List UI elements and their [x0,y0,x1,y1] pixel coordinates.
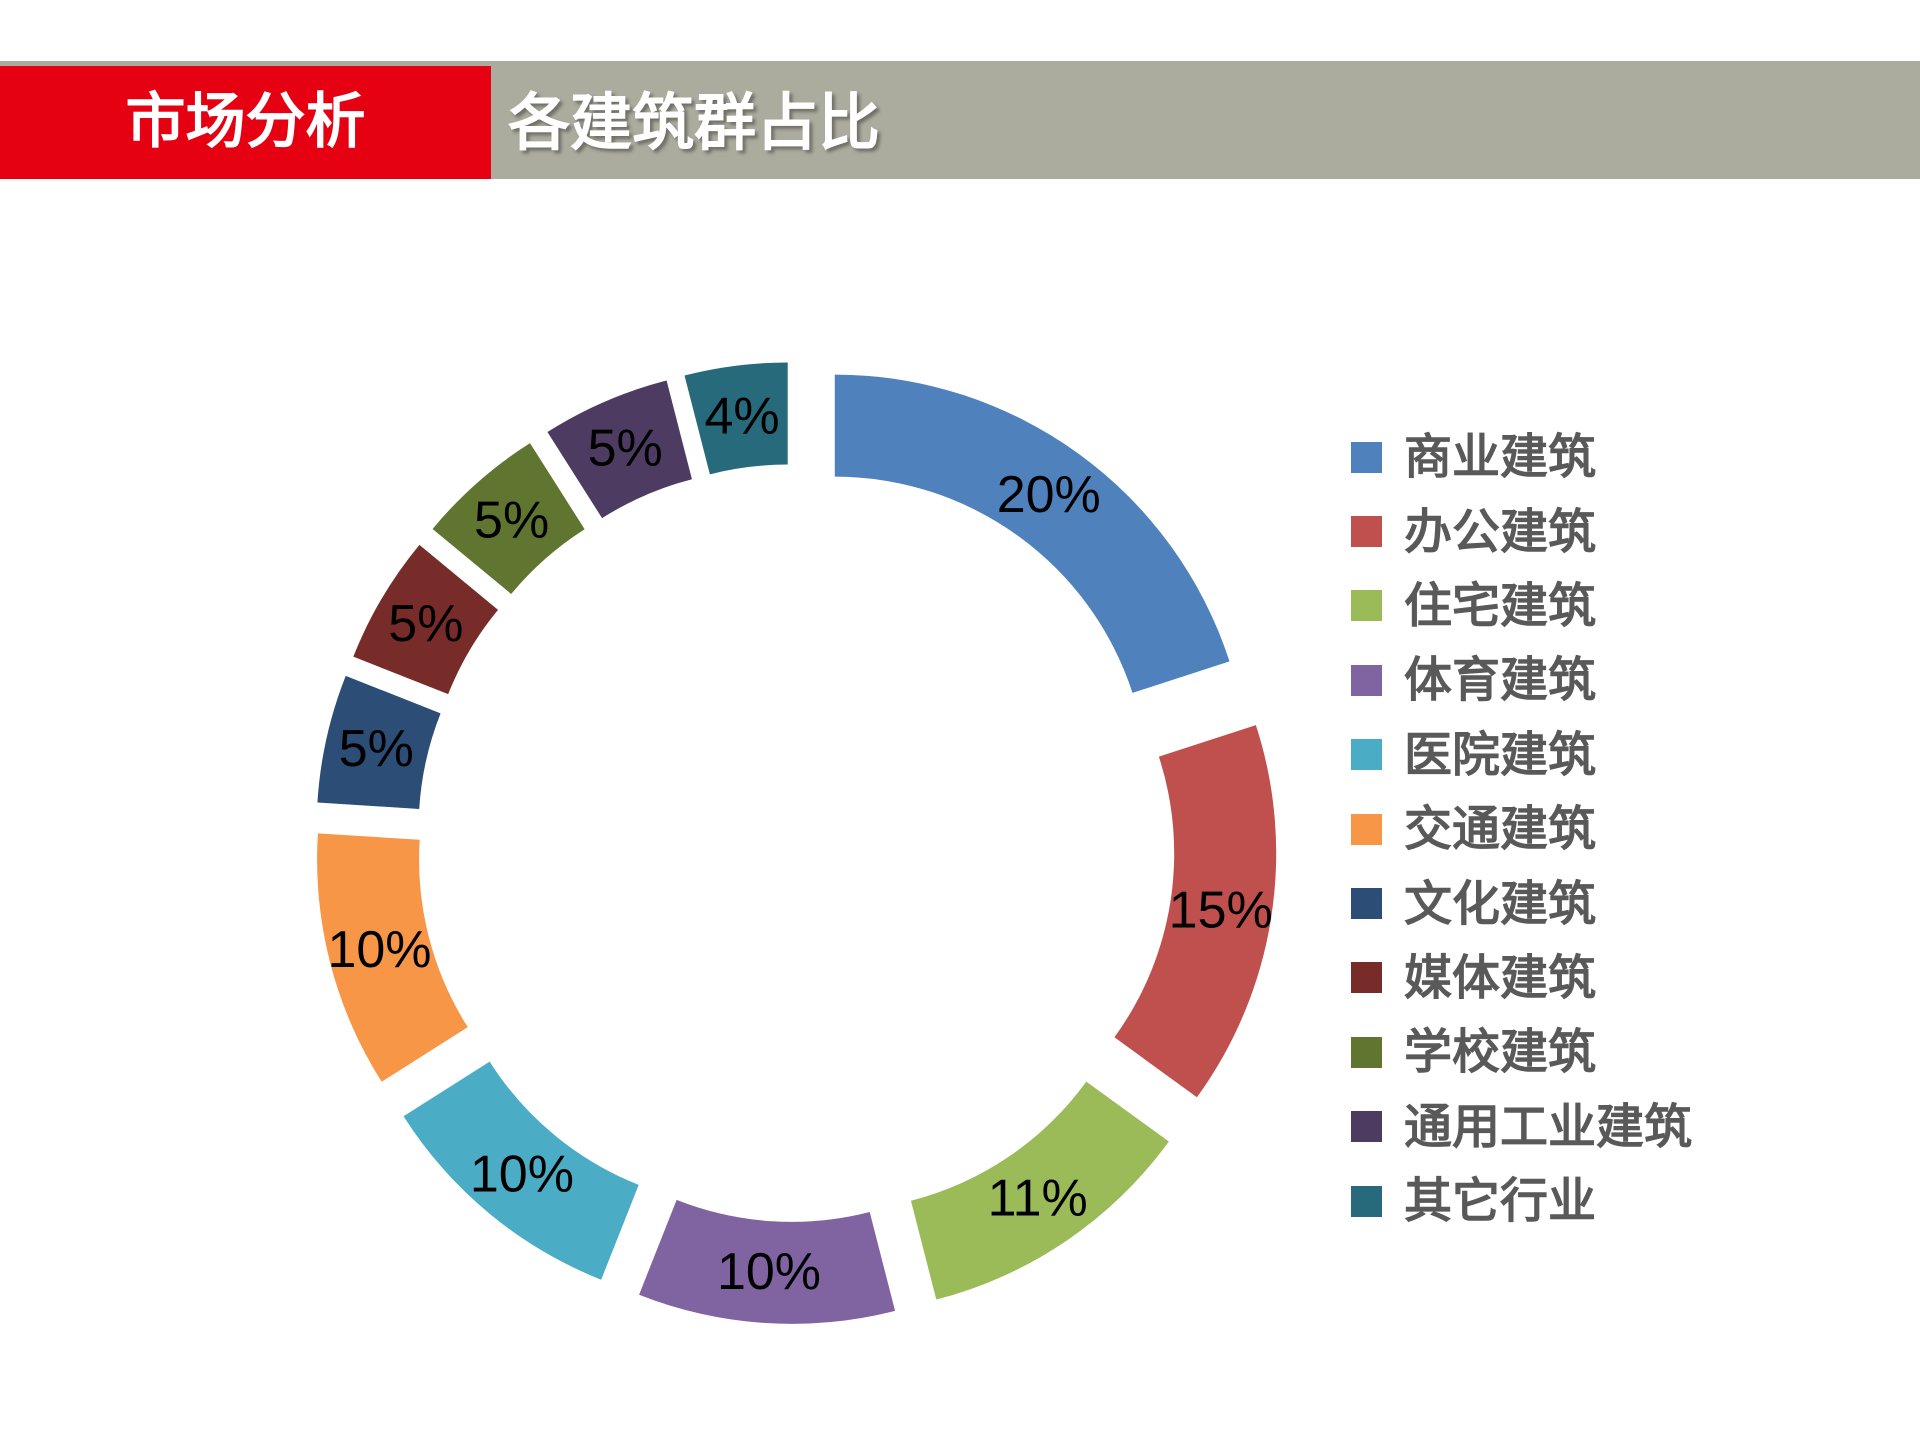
legend-label: 学校建筑 [1404,1024,1597,1081]
data-label: 11% [988,1170,1088,1228]
legend-item: 其它行业 [1351,1164,1692,1238]
slice-9 [432,443,585,594]
data-label: 5% [474,491,549,549]
legend-item: 学校建筑 [1351,1015,1692,1089]
legend-label: 文化建筑 [1404,875,1597,932]
page-title: 各建筑群占比 [508,86,881,159]
slice-11 [684,362,788,475]
legend-label: 医院建筑 [1404,726,1597,783]
data-label: 15% [1169,881,1273,939]
legend-swatch-icon [1351,590,1382,622]
legend-swatch-icon [1351,888,1382,920]
legend-item: 交通建筑 [1351,792,1692,866]
legend-label: 交通建筑 [1404,801,1597,858]
data-label: 10% [470,1145,574,1203]
slice-3 [910,1081,1169,1300]
chart-slices [317,362,1277,1324]
legend-swatch-icon [1351,516,1382,548]
chart-legend: 商业建筑办公建筑住宅建筑体育建筑医院建筑交通建筑文化建筑媒体建筑学校建筑通用工业… [1351,420,1692,1238]
data-label: 4% [705,387,780,445]
data-label: 10% [327,921,431,979]
slice-8 [353,544,499,695]
slice-6 [317,833,468,1082]
slice-2 [1114,725,1277,1098]
data-label: 5% [388,595,463,653]
legend-swatch-icon [1351,441,1382,473]
legend-label: 商业建筑 [1404,429,1597,486]
legend-item: 媒体建筑 [1351,941,1692,1015]
legend-swatch-icon [1351,1185,1382,1217]
legend-label: 体育建筑 [1404,652,1597,709]
legend-swatch-icon [1351,1036,1382,1068]
slice-4 [639,1199,896,1324]
legend-item: 文化建筑 [1351,866,1692,940]
data-label: 5% [588,419,663,477]
data-label: 10% [717,1243,821,1301]
legend-swatch-icon [1351,1111,1382,1143]
chart-data-labels: 20%15%11%10%10%10%5%5%5%5%4% [327,387,1272,1301]
slice-5 [403,1061,639,1280]
legend-label: 住宅建筑 [1404,577,1597,634]
legend-item: 医院建筑 [1351,718,1692,792]
data-label: 20% [997,466,1101,524]
slice-10 [547,380,692,519]
legend-swatch-icon [1351,664,1382,696]
slice-1 [834,374,1230,693]
section-tag: 市场分析 [0,66,491,179]
legend-item: 住宅建筑 [1351,569,1692,643]
legend-item: 办公建筑 [1351,494,1692,568]
legend-swatch-icon [1351,962,1382,994]
legend-swatch-icon [1351,739,1382,771]
legend-item: 商业建筑 [1351,420,1692,494]
legend-label: 通用工业建筑 [1404,1098,1693,1155]
legend-item: 体育建筑 [1351,643,1692,717]
legend-label: 办公建筑 [1404,503,1597,560]
legend-item: 通用工业建筑 [1351,1090,1692,1164]
legend-label: 媒体建筑 [1404,949,1597,1006]
legend-label: 其它行业 [1404,1173,1597,1230]
legend-swatch-icon [1351,813,1382,845]
slice-7 [317,675,441,809]
data-label: 5% [339,720,414,778]
